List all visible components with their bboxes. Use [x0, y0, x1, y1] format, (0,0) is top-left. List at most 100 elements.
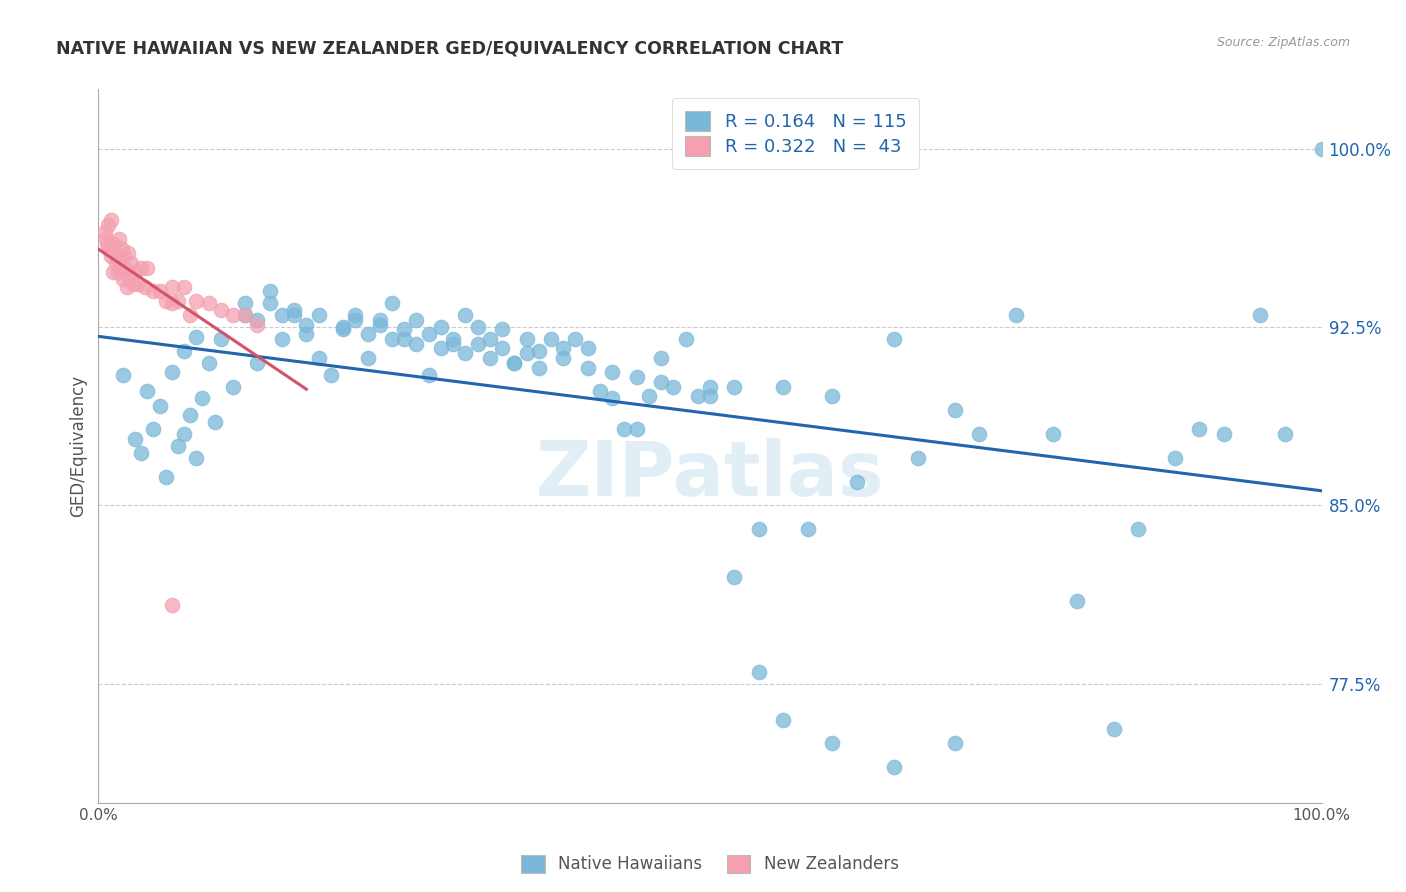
- Point: [167, 439, 190, 453]
- Point: [576, 342, 599, 356]
- Point: [772, 713, 794, 727]
- Point: [160, 599, 183, 613]
- Point: [149, 285, 172, 299]
- Point: [723, 570, 745, 584]
- Text: Source: ZipAtlas.com: Source: ZipAtlas.com: [1216, 36, 1350, 49]
- Point: [368, 318, 391, 332]
- Point: [111, 242, 134, 256]
- Point: [943, 736, 966, 750]
- Point: [332, 322, 354, 336]
- Point: [344, 308, 367, 322]
- Point: [101, 265, 124, 279]
- Point: [430, 320, 453, 334]
- Point: [478, 332, 501, 346]
- Y-axis label: GED/Equivalency: GED/Equivalency: [69, 375, 87, 517]
- Point: [699, 379, 721, 393]
- Point: [107, 265, 129, 279]
- Point: [111, 368, 134, 382]
- Point: [1102, 722, 1125, 736]
- Point: [110, 260, 132, 275]
- Point: [332, 320, 354, 334]
- Point: [94, 232, 117, 246]
- Point: [112, 249, 135, 263]
- Point: [467, 320, 489, 334]
- Point: [114, 260, 136, 275]
- Point: [204, 415, 226, 429]
- Point: [797, 522, 820, 536]
- Point: [650, 351, 672, 365]
- Point: [564, 332, 586, 346]
- Point: [1066, 593, 1088, 607]
- Point: [209, 303, 232, 318]
- Point: [748, 522, 770, 536]
- Point: [283, 308, 305, 322]
- Point: [503, 356, 526, 370]
- Point: [553, 342, 575, 356]
- Point: [127, 277, 149, 292]
- Point: [186, 450, 208, 465]
- Point: [115, 279, 138, 293]
- Point: [142, 422, 165, 436]
- Point: [160, 365, 183, 379]
- Point: [638, 389, 661, 403]
- Point: [270, 308, 294, 322]
- Point: [295, 327, 318, 342]
- Point: [283, 303, 305, 318]
- Point: [392, 322, 416, 336]
- Point: [129, 446, 152, 460]
- Point: [405, 313, 427, 327]
- Point: [120, 256, 142, 270]
- Point: [540, 332, 562, 346]
- Legend: Native Hawaiians, New Zealanders: Native Hawaiians, New Zealanders: [515, 848, 905, 880]
- Point: [129, 260, 152, 275]
- Point: [209, 332, 232, 346]
- Point: [149, 399, 172, 413]
- Text: ZIPatlas: ZIPatlas: [536, 438, 884, 511]
- Point: [943, 403, 966, 417]
- Point: [845, 475, 868, 489]
- Point: [1042, 427, 1064, 442]
- Point: [222, 308, 245, 322]
- Point: [179, 308, 201, 322]
- Point: [134, 279, 156, 293]
- Point: [233, 296, 256, 310]
- Point: [186, 293, 208, 308]
- Point: [173, 279, 195, 293]
- Point: [467, 336, 489, 351]
- Point: [527, 343, 550, 358]
- Point: [650, 375, 672, 389]
- Point: [1310, 142, 1333, 156]
- Point: [160, 296, 183, 310]
- Point: [883, 760, 905, 774]
- Point: [117, 246, 139, 260]
- Point: [308, 351, 330, 365]
- Point: [515, 346, 537, 360]
- Point: [1212, 427, 1234, 442]
- Point: [108, 232, 131, 246]
- Point: [104, 256, 127, 270]
- Point: [662, 379, 685, 393]
- Point: [821, 389, 844, 403]
- Point: [246, 318, 269, 332]
- Point: [1164, 450, 1187, 465]
- Point: [553, 351, 575, 365]
- Point: [233, 308, 256, 322]
- Point: [197, 296, 219, 310]
- Point: [356, 351, 378, 365]
- Point: [97, 218, 120, 232]
- Point: [136, 260, 159, 275]
- Point: [136, 384, 159, 399]
- Point: [191, 392, 214, 406]
- Point: [233, 308, 256, 322]
- Point: [167, 293, 190, 308]
- Point: [295, 318, 318, 332]
- Text: NATIVE HAWAIIAN VS NEW ZEALANDER GED/EQUIVALENCY CORRELATION CHART: NATIVE HAWAIIAN VS NEW ZEALANDER GED/EQU…: [56, 40, 844, 58]
- Point: [454, 308, 477, 322]
- Point: [319, 368, 342, 382]
- Point: [686, 389, 709, 403]
- Point: [600, 392, 623, 406]
- Point: [344, 313, 367, 327]
- Point: [723, 379, 745, 393]
- Point: [222, 379, 245, 393]
- Point: [405, 336, 427, 351]
